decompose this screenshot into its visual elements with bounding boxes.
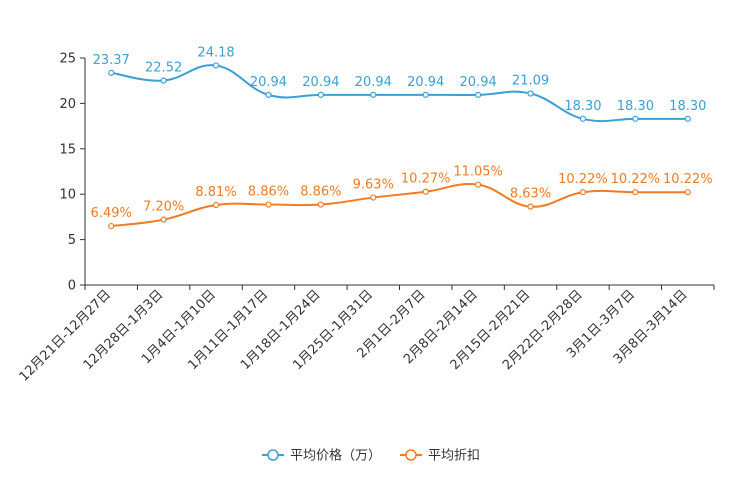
data-point — [212, 62, 220, 69]
series-line — [111, 64, 688, 123]
legend-item-avg-price[interactable]: 平均价格（万） — [262, 448, 381, 464]
data-point — [160, 77, 167, 84]
data-label: 7.20% — [143, 200, 184, 215]
data-point — [527, 90, 534, 97]
y-tick-label: 0 — [68, 279, 76, 294]
data-label: 18.30 — [669, 99, 706, 114]
y-tick-label: 20 — [59, 97, 76, 112]
y-tick-label: 10 — [59, 188, 76, 203]
legend-label: 平均价格（万） — [290, 448, 381, 464]
data-point — [370, 91, 377, 98]
legend[interactable]: 平均价格（万） 平均折扣 — [262, 448, 480, 464]
data-label: 20.94 — [460, 75, 497, 90]
data-label: 20.94 — [302, 75, 339, 90]
data-point — [579, 115, 587, 122]
data-point — [370, 194, 377, 201]
legend-item-avg-discount[interactable]: 平均折扣 — [400, 449, 480, 464]
data-label: 8.86% — [248, 185, 289, 200]
data-label: 11.05% — [453, 165, 503, 180]
data-label: 10.22% — [558, 172, 608, 187]
data-label: 10.22% — [663, 172, 713, 187]
data-label: 6.49% — [91, 206, 132, 221]
data-label: 8.86% — [300, 185, 341, 200]
data-label: 18.30 — [617, 99, 654, 114]
data-point — [422, 188, 429, 195]
data-point — [317, 91, 324, 98]
data-label: 20.94 — [355, 75, 392, 90]
data-label: 8.81% — [195, 185, 236, 200]
data-point — [684, 115, 691, 122]
data-point — [265, 91, 272, 98]
y-tick-label: 5 — [68, 233, 76, 248]
series-layer: 23.37 22.52 24.18 20.94 20.94 20.94 20.94 20.94… — [91, 45, 713, 230]
y-tick-label: 15 — [59, 142, 76, 157]
data-label: 24.18 — [197, 45, 234, 60]
data-point — [160, 216, 167, 223]
data-label: 22.52 — [145, 61, 182, 76]
data-point — [108, 69, 115, 76]
series-avg-price: 23.37 22.52 24.18 20.94 20.94 20.94 20.94 20.94… — [93, 45, 706, 123]
data-point — [475, 91, 482, 98]
data-label: 10.22% — [611, 172, 661, 187]
data-point — [527, 203, 534, 210]
data-label: 10.27% — [401, 172, 451, 187]
data-point — [317, 201, 324, 208]
data-label: 23.37 — [93, 53, 130, 68]
data-label: 8.63% — [510, 187, 551, 202]
data-point — [632, 115, 639, 122]
legend-marker-icon — [267, 449, 279, 461]
series-line — [111, 183, 688, 228]
data-point — [422, 91, 429, 98]
data-label: 20.94 — [407, 75, 444, 90]
legend-label: 平均折扣 — [428, 449, 480, 464]
data-point — [632, 189, 639, 196]
y-tick-label: 25 — [59, 52, 76, 67]
data-label: 9.63% — [353, 178, 394, 193]
data-point — [212, 201, 220, 209]
data-point — [265, 201, 272, 208]
legend-marker-icon — [405, 449, 417, 461]
data-point — [684, 189, 691, 196]
series-avg-discount: 6.49% 7.20% 8.81% 8.86% 8.86% 9.63% 10.27% 11.0… — [91, 165, 713, 230]
data-point — [579, 189, 587, 196]
data-label: 20.94 — [250, 75, 287, 90]
data-point — [475, 181, 482, 188]
x-tick-label: 12月21日-12月27日 — [17, 287, 114, 384]
data-label: 18.30 — [564, 99, 601, 114]
data-point — [108, 222, 115, 230]
data-label: 21.09 — [512, 74, 549, 89]
